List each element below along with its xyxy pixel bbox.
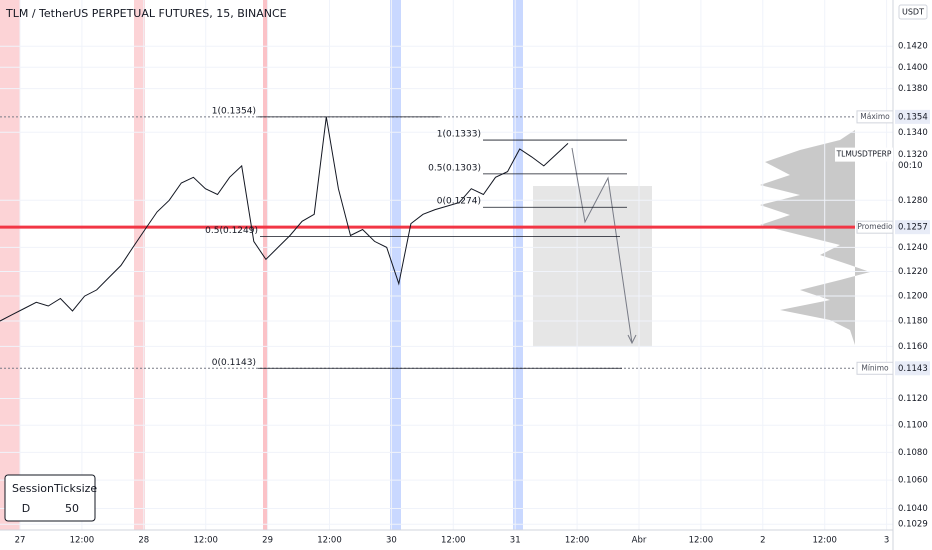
x-tick-label: 12:00 bbox=[70, 536, 95, 546]
table-header: Ticksize bbox=[53, 482, 97, 495]
x-tick-label: 29 bbox=[262, 536, 273, 546]
y-tick-label: 0.1200 bbox=[898, 292, 928, 302]
level-value-badge bbox=[895, 220, 930, 235]
unit-box bbox=[898, 4, 928, 20]
y-tick-label: 0.1100 bbox=[898, 421, 928, 431]
y-tick-label: 0.1080 bbox=[898, 448, 928, 458]
x-tick-label: 12:00 bbox=[317, 536, 342, 546]
x-tick-label: 28 bbox=[138, 536, 149, 546]
symbol-badge bbox=[835, 147, 893, 162]
x-tick-label: 2 bbox=[760, 536, 765, 546]
level-value-badge bbox=[895, 361, 930, 376]
level-value: 0.1257 bbox=[898, 223, 928, 233]
session-band bbox=[513, 0, 523, 530]
y-tick-label: 0.1340 bbox=[898, 128, 928, 138]
y-tick-label: 0.1380 bbox=[898, 84, 928, 94]
x-tick-label: 12:00 bbox=[565, 536, 590, 546]
y-tick-label: 0.1420 bbox=[898, 42, 928, 52]
fib-label: 0.5(0.1249) bbox=[205, 226, 258, 236]
level-value: 0.1354 bbox=[898, 112, 928, 122]
level-name: Máximo bbox=[860, 112, 890, 121]
y-tick-label: 0.1160 bbox=[898, 342, 928, 352]
session-band bbox=[134, 0, 145, 530]
chart-title: TLM / TetherUS PERPETUAL FUTURES, 15, BI… bbox=[5, 7, 287, 20]
fib-label: 0.5(0.1303) bbox=[428, 163, 481, 173]
x-tick-label: 27 bbox=[15, 536, 26, 546]
fib-label: 1(0.1333) bbox=[437, 130, 481, 140]
y-tick-label: 0.1280 bbox=[898, 196, 928, 206]
projection-box bbox=[533, 186, 652, 347]
fib-label: 0(0.1274) bbox=[437, 197, 481, 207]
fib-label: 0(0.1143) bbox=[212, 358, 256, 368]
level-value-badge bbox=[895, 109, 930, 124]
price-line bbox=[0, 116, 569, 322]
y-tick-label: 0.1180 bbox=[898, 317, 928, 327]
plot-area bbox=[0, 0, 893, 530]
level-badge bbox=[856, 220, 894, 234]
x-tick-label: 12:00 bbox=[689, 536, 714, 546]
session-table bbox=[4, 474, 96, 522]
session-band bbox=[263, 0, 268, 530]
x-tick-label: 30 bbox=[386, 536, 397, 546]
unit-label: USDT bbox=[902, 8, 924, 17]
arrow-head bbox=[627, 334, 637, 345]
level-name: Promedio bbox=[857, 222, 893, 231]
table-cell: D bbox=[22, 502, 30, 515]
y-tick-label: 0.1060 bbox=[898, 476, 928, 486]
symbol-name: TLMUSDTPERP bbox=[836, 150, 892, 159]
y-tick-label: 0.1400 bbox=[898, 63, 928, 73]
x-tick-label: 12:00 bbox=[193, 536, 218, 546]
session-band bbox=[390, 0, 401, 530]
x-tick-label: 12:00 bbox=[812, 536, 837, 546]
x-tick-label: 12:00 bbox=[441, 536, 466, 546]
y-tick-label: 0.1040 bbox=[898, 504, 928, 514]
fib-label: 1(0.1354) bbox=[212, 106, 256, 116]
x-tick-label: 31 bbox=[510, 536, 521, 546]
level-value: 0.1143 bbox=[898, 364, 928, 374]
last-price-badge bbox=[895, 147, 930, 172]
last-price: 0.1320 bbox=[898, 150, 928, 160]
x-tick-label: 3 bbox=[884, 536, 889, 546]
y-tick-label: 0.1029 bbox=[898, 520, 928, 530]
y-tick-label: 0.1220 bbox=[898, 267, 928, 277]
level-badge bbox=[856, 361, 894, 375]
countdown: 00:10 bbox=[898, 161, 923, 171]
projection-arrow bbox=[571, 147, 633, 344]
y-tick-label: 0.1120 bbox=[898, 394, 928, 404]
session-band bbox=[0, 0, 20, 530]
table-header: Session bbox=[12, 482, 54, 495]
level-badge bbox=[856, 110, 894, 124]
volume-profile bbox=[760, 130, 870, 345]
y-tick-label: 0.1240 bbox=[898, 243, 928, 253]
x-tick-label: Abr bbox=[632, 536, 647, 546]
level-name: Mínimo bbox=[861, 363, 889, 372]
table-cell: 50 bbox=[65, 502, 79, 515]
